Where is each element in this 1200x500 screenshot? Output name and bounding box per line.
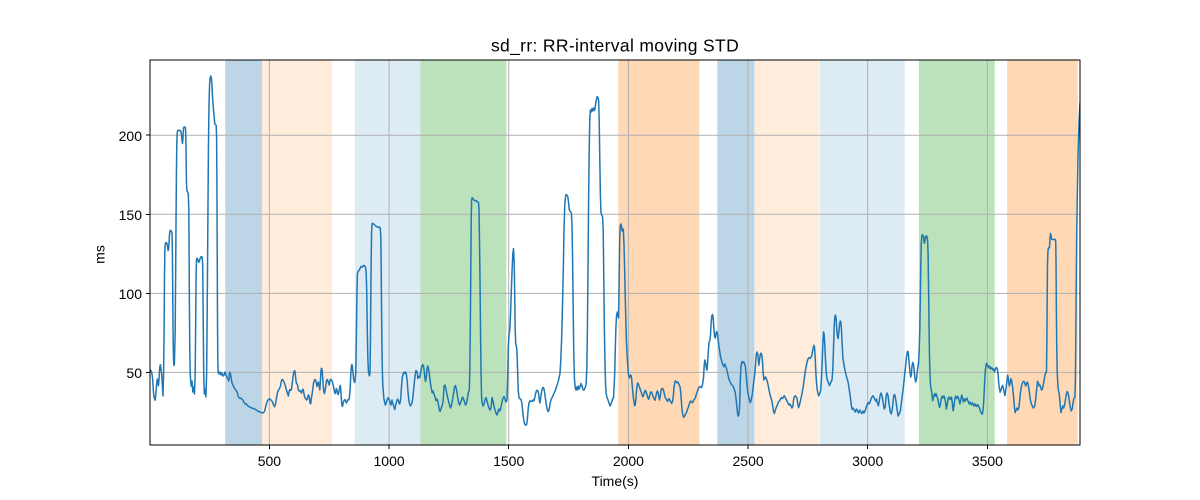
- svg-text:150: 150: [119, 207, 143, 223]
- svg-text:ms: ms: [92, 245, 108, 264]
- svg-text:100: 100: [119, 286, 143, 302]
- svg-text:Time(s): Time(s): [592, 473, 639, 489]
- svg-text:sd_rr: RR-interval moving STD: sd_rr: RR-interval moving STD: [491, 36, 739, 57]
- svg-text:3000: 3000: [852, 453, 883, 469]
- svg-text:2000: 2000: [613, 453, 644, 469]
- svg-text:200: 200: [119, 128, 143, 144]
- svg-text:1500: 1500: [493, 453, 524, 469]
- svg-text:500: 500: [258, 453, 282, 469]
- svg-text:3500: 3500: [972, 453, 1003, 469]
- svg-text:1000: 1000: [374, 453, 405, 469]
- svg-text:2500: 2500: [733, 453, 764, 469]
- svg-text:50: 50: [126, 365, 142, 381]
